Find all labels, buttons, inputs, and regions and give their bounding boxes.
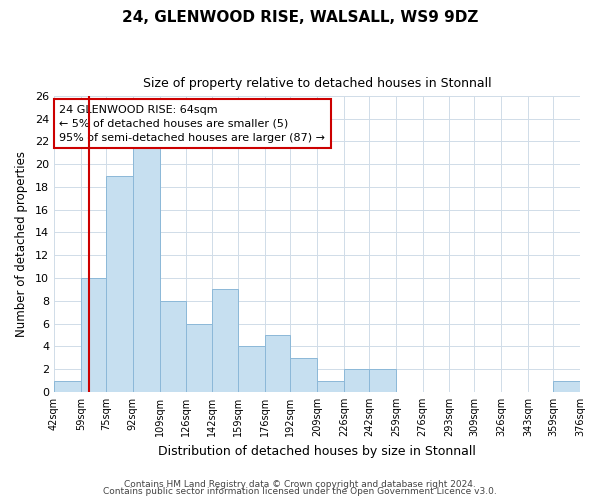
Bar [290, 358, 317, 392]
Bar [369, 369, 396, 392]
Bar [133, 142, 160, 392]
Bar [265, 335, 290, 392]
Bar [317, 380, 344, 392]
Bar [553, 380, 580, 392]
Y-axis label: Number of detached properties: Number of detached properties [15, 151, 28, 337]
Bar [54, 380, 81, 392]
X-axis label: Distribution of detached houses by size in Stonnall: Distribution of detached houses by size … [158, 444, 476, 458]
Bar [81, 278, 106, 392]
Bar [344, 369, 369, 392]
Bar [212, 290, 238, 392]
Bar [187, 324, 212, 392]
Text: 24 GLENWOOD RISE: 64sqm
← 5% of detached houses are smaller (5)
95% of semi-deta: 24 GLENWOOD RISE: 64sqm ← 5% of detached… [59, 104, 325, 142]
Bar [238, 346, 265, 392]
Bar [160, 301, 187, 392]
Text: 24, GLENWOOD RISE, WALSALL, WS9 9DZ: 24, GLENWOOD RISE, WALSALL, WS9 9DZ [122, 10, 478, 25]
Text: Contains HM Land Registry data © Crown copyright and database right 2024.: Contains HM Land Registry data © Crown c… [124, 480, 476, 489]
Text: Contains public sector information licensed under the Open Government Licence v3: Contains public sector information licen… [103, 487, 497, 496]
Bar [106, 176, 133, 392]
Title: Size of property relative to detached houses in Stonnall: Size of property relative to detached ho… [143, 78, 491, 90]
